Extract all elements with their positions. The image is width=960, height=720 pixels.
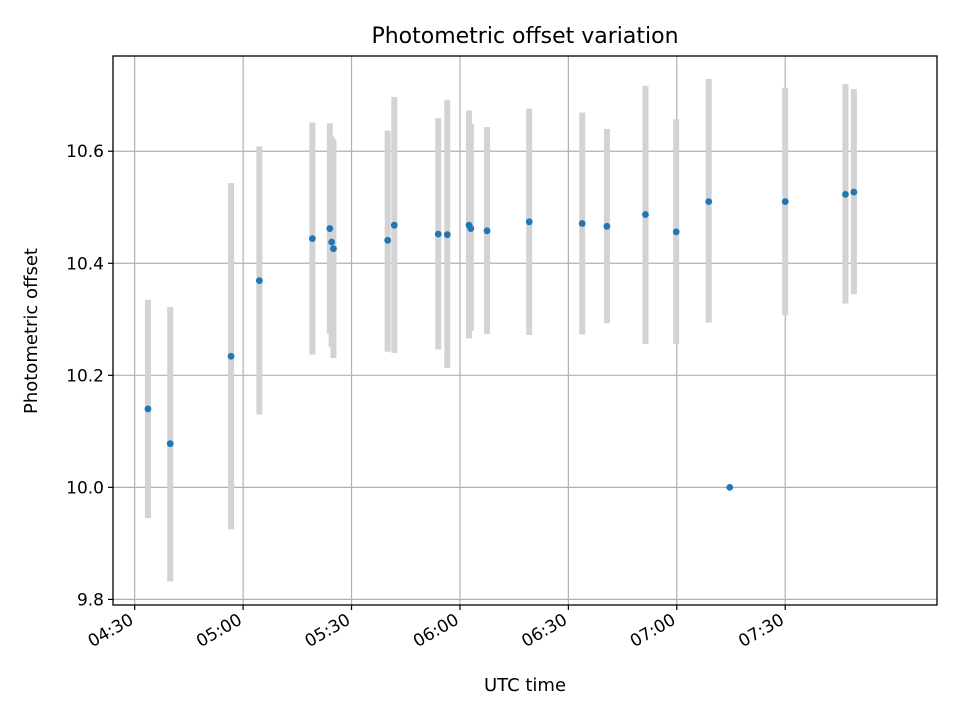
y-tick-label: 10.2 — [66, 366, 104, 386]
x-axis-label: UTC time — [484, 675, 566, 696]
data-point — [672, 228, 680, 236]
y-tick-label: 9.8 — [77, 590, 104, 610]
data-point — [144, 405, 152, 413]
data-point — [330, 245, 337, 253]
y-tick-label: 10.6 — [66, 142, 104, 162]
data-point — [578, 220, 586, 227]
data-point — [227, 352, 235, 360]
y-axis-label: Photometric offset — [21, 248, 42, 414]
point-layer — [144, 188, 858, 491]
data-point — [326, 225, 334, 232]
data-point — [443, 231, 451, 239]
data-point — [328, 238, 336, 246]
data-point — [642, 211, 649, 218]
data-point — [726, 483, 734, 491]
data-point — [166, 440, 174, 448]
data-point — [842, 190, 849, 198]
data-point — [781, 198, 789, 206]
data-point — [467, 225, 475, 232]
data-point — [705, 198, 713, 206]
data-point — [525, 218, 533, 226]
data-point — [308, 235, 316, 243]
y-tick-label: 10.4 — [66, 254, 104, 274]
data-point — [434, 230, 442, 238]
data-point — [483, 227, 491, 235]
data-point — [390, 221, 398, 229]
data-point — [603, 222, 611, 230]
data-point — [255, 277, 263, 285]
data-point — [384, 236, 392, 244]
data-point — [850, 188, 858, 196]
plot-frame — [112, 55, 938, 606]
y-tick-label: 10.0 — [66, 478, 104, 498]
chart-title: Photometric offset variation — [371, 24, 678, 49]
